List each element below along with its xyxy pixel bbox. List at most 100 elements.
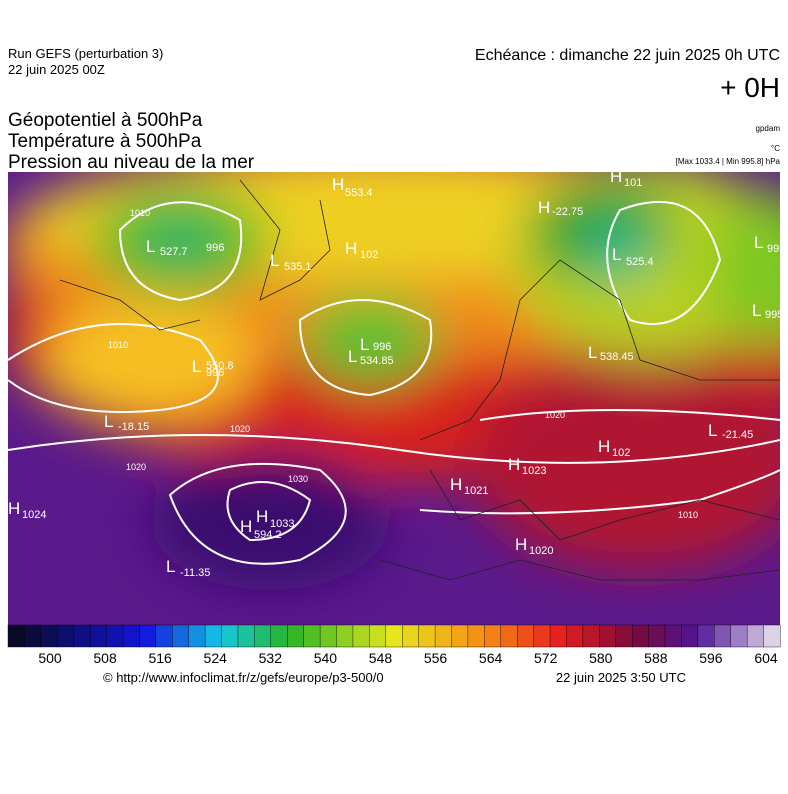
isobar-label: 1010 bbox=[130, 208, 150, 218]
colorbar-swatch bbox=[434, 624, 452, 648]
map-label: 594.2 bbox=[254, 529, 282, 541]
colorbar-swatch bbox=[418, 624, 436, 648]
colorbar: 500 508 516 524 532 540 548 556 564 572 580 588 596 6… bbox=[7, 624, 781, 666]
map-label: L bbox=[104, 412, 113, 431]
colorbar-swatch bbox=[549, 624, 567, 648]
map-label: 527.7 bbox=[160, 246, 188, 258]
map-label: 1020 bbox=[529, 545, 553, 557]
map-label: 996 bbox=[206, 242, 224, 254]
map-label: H bbox=[450, 475, 462, 494]
map-label: H bbox=[332, 175, 344, 194]
map-label: L bbox=[360, 335, 369, 354]
colorbar-swatch bbox=[122, 624, 140, 648]
colorbar-tick-label: 516 bbox=[148, 650, 172, 666]
colorbar-swatch bbox=[352, 624, 370, 648]
colorbar-swatch bbox=[763, 624, 781, 648]
map-label: L bbox=[612, 245, 621, 264]
map-label: L bbox=[270, 251, 279, 270]
colorbar-tick-label: 532 bbox=[259, 650, 283, 666]
map-label: L bbox=[348, 347, 357, 366]
colorbar-swatch bbox=[254, 624, 272, 648]
title: Température à 500hPa bbox=[8, 131, 202, 152]
colorbar-swatch bbox=[746, 624, 765, 648]
isobar-label: 1020 bbox=[230, 424, 250, 434]
colorbar-swatch bbox=[89, 624, 108, 648]
map-labels: H 1024 L -18.15 L -11.35 H 594.2 H 1033 L 550.… bbox=[8, 167, 783, 579]
colorbar-swatch bbox=[484, 624, 502, 648]
colorbar-swatch bbox=[188, 624, 206, 648]
isobar-label: 1010 bbox=[678, 510, 698, 520]
colorbar-swatch bbox=[516, 624, 535, 648]
map-label: L bbox=[166, 557, 175, 576]
isobar-label: 1020 bbox=[126, 462, 146, 472]
colorbar-swatch bbox=[237, 624, 255, 648]
map-label: H bbox=[8, 499, 20, 518]
map-label: 102 bbox=[360, 249, 378, 261]
map-label: -22.75 bbox=[552, 206, 583, 218]
colorbar-swatch bbox=[7, 624, 25, 648]
colorbar-swatch bbox=[615, 624, 633, 648]
colorbar-tick-label: 500 bbox=[38, 650, 62, 666]
map-label: 1023 bbox=[522, 465, 546, 477]
map-label: 534.85 bbox=[360, 355, 394, 367]
map-label: H bbox=[515, 535, 527, 554]
map-label: H bbox=[610, 167, 622, 186]
unit: gpdam bbox=[756, 124, 781, 133]
map bbox=[8, 172, 780, 625]
map-label: L bbox=[708, 421, 717, 440]
colorbar-tick-label: 588 bbox=[644, 650, 668, 666]
echeance: Echéance : dimanche 22 juin 2025 0h UTC bbox=[475, 47, 780, 64]
unit: °C bbox=[771, 144, 780, 153]
map-label: -18.15 bbox=[118, 421, 149, 433]
colorbar-swatch bbox=[467, 624, 485, 648]
colorbar-swatch bbox=[204, 624, 223, 648]
run: Run GEFS (perturbation 3) bbox=[8, 46, 163, 61]
colorbar-swatch bbox=[57, 624, 75, 648]
colorbar-swatch bbox=[287, 624, 305, 648]
colorbar-swatch bbox=[402, 624, 420, 648]
map-label: 102 bbox=[612, 447, 630, 459]
colorbar-swatch bbox=[40, 624, 58, 648]
map-label: 101 bbox=[624, 177, 642, 189]
colorbar-tick-label: 604 bbox=[754, 650, 778, 666]
colorbar-swatch bbox=[730, 624, 748, 648]
colorbar-swatch bbox=[73, 624, 91, 648]
colorbar-tick-label: 540 bbox=[314, 650, 338, 666]
map-label: 1033 bbox=[270, 518, 294, 530]
map-label: 553.4 bbox=[345, 187, 373, 199]
colorbar-swatch bbox=[369, 624, 387, 648]
colorbar-tick-label: 572 bbox=[534, 650, 558, 666]
map-label: 996 bbox=[373, 341, 391, 353]
colorbar-swatch bbox=[631, 624, 650, 648]
colorbar-swatch bbox=[599, 624, 617, 648]
isobar-label: 1030 bbox=[288, 474, 308, 484]
colorbar-swatch bbox=[385, 624, 403, 648]
isobar-label: 1020 bbox=[545, 410, 565, 420]
map-label: L bbox=[754, 233, 763, 252]
colorbar-swatch bbox=[172, 624, 190, 648]
map-label: H bbox=[240, 517, 252, 536]
colorbar-swatch bbox=[714, 624, 732, 648]
offset: + 0H bbox=[720, 72, 780, 103]
colorbar-swatch bbox=[681, 624, 699, 648]
colorbar-tick-label: 580 bbox=[589, 650, 613, 666]
colorbar-tick-label: 508 bbox=[93, 650, 117, 666]
map-label: H bbox=[345, 239, 357, 258]
colorbar-tick-label: 556 bbox=[424, 650, 448, 666]
map-label: 996 bbox=[206, 367, 224, 379]
colorbar-swatch bbox=[221, 624, 239, 648]
colorbar-swatch bbox=[336, 624, 354, 648]
footer-url: © http://www.infoclimat.fr/z/gefs/europe… bbox=[103, 670, 384, 685]
map-label: H bbox=[256, 507, 268, 526]
pressure-range: [Max 1033.4 | Min 995.8] hPa bbox=[676, 157, 781, 166]
map-label: L bbox=[752, 301, 761, 320]
colorbar-swatch bbox=[106, 624, 124, 648]
map-label: 525.4 bbox=[626, 256, 654, 268]
map-label: L bbox=[192, 357, 201, 376]
map-label: 538.45 bbox=[600, 351, 634, 363]
map-label: 1024 bbox=[22, 509, 46, 521]
map-label: H bbox=[598, 437, 610, 456]
colorbar-tick-label: 564 bbox=[479, 650, 503, 666]
colorbar-swatch bbox=[582, 624, 600, 648]
